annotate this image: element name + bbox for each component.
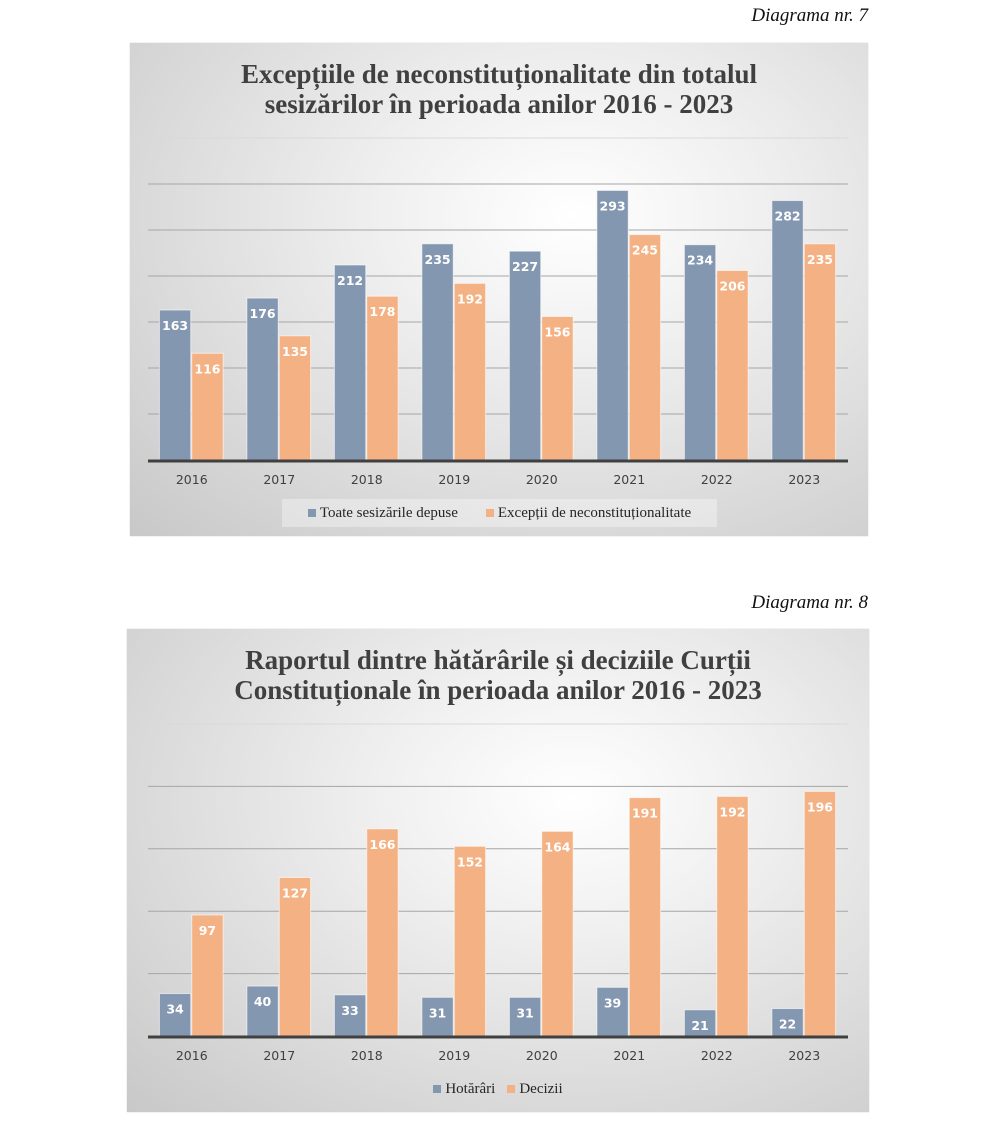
x-tick-label: 2021 [613,1048,645,1063]
x-tick-label: 2016 [176,1048,208,1063]
data-label: 156 [544,324,570,339]
x-tick-label: 2023 [788,1048,820,1063]
bar-series-2-2023 [803,243,837,461]
bar-series-1-2017 [246,985,279,1037]
data-label: 196 [807,799,833,814]
diagram-caption-7: Diagrama nr. 7 [751,5,868,26]
bar-series-2-2023 [803,790,837,1037]
data-label: 40 [254,994,272,1009]
data-label: 191 [632,806,658,821]
chart-8-title: Raportul dintre hătărârile și deciziile … [127,645,869,705]
chart-7-plot: 163 116 2016 176 135 2017 212 178 2018 235 192 2019… [148,137,848,487]
x-tick-label: 2019 [438,1048,470,1063]
x-tick-label: 2019 [438,472,470,487]
data-label: 31 [429,1005,446,1020]
data-label: 212 [337,273,363,288]
bar-series-2-2020 [541,830,574,1037]
data-label: 31 [516,1005,533,1020]
bar-series-1-2023 [771,1008,804,1037]
data-label: 97 [199,923,216,938]
bar-series-2-2021 [628,797,662,1037]
data-label: 206 [719,278,745,293]
x-tick-label: 2016 [176,472,208,487]
data-label: 21 [691,1018,708,1033]
x-tick-label: 2018 [351,472,383,487]
data-label: 293 [600,198,626,213]
x-tick-label: 2017 [263,1048,295,1063]
bar-series-1-2019 [421,996,454,1037]
bar-series-1-2018 [333,264,367,461]
data-label: 235 [807,252,833,267]
legend-label: Decizii [519,1080,563,1097]
data-label: 163 [162,318,188,333]
chart-8-title-line-2: Constituționale în perioada anilor 2016 … [234,675,762,705]
chart-7-title: Excepțiile de neconstituționalitate din … [130,59,868,119]
bar-series-2-2019 [453,845,487,1037]
legend-swatch-blue [433,1085,442,1093]
legend-label: Hotărâri [445,1080,496,1097]
legend-label: Excepții de neconstituționalitate [497,504,692,521]
chart-8-frame: Raportul dintre hătărârile și deciziile … [127,629,869,1112]
x-tick-label: 2018 [351,1048,383,1063]
legend-item-exceptii: Excepții de neconstituționalitate [485,504,692,522]
bar-series-1-2021 [596,189,629,461]
bar-series-2-2022 [716,269,749,461]
chart-8-title-line-1: Raportul dintre hătărârile și deciziile … [245,645,751,675]
legend-item-decizii: Decizii [507,1080,563,1098]
data-label: 39 [604,995,621,1010]
data-label: 135 [282,344,308,359]
data-label: 234 [687,253,713,268]
bar-series-2-2017 [278,335,312,461]
chart-7-legend: Toate sesizările depuse Excepții de neco… [282,499,717,527]
legend-swatch-blue [307,509,316,517]
x-tick-label: 2022 [701,1048,733,1063]
legend-label: Toate sesizările depuse [319,504,458,521]
data-label: 235 [425,252,451,267]
data-label: 22 [779,1017,796,1032]
x-tick-label: 2021 [613,472,645,487]
data-label: 34 [166,1002,184,1017]
data-label: 227 [512,259,538,274]
legend-swatch-orange [507,1085,516,1093]
bar-series-1-2022 [683,244,717,461]
legend-item-toate-sesizarile: Toate sesizările depuse [307,504,458,522]
legend-item-hotarari: Hotărâri [433,1081,495,1098]
bar-series-2-2018 [366,828,399,1037]
data-label: 192 [719,804,745,819]
bar-series-2-2022 [716,795,749,1037]
x-tick-label: 2022 [701,472,733,487]
bar-series-2-2017 [278,877,312,1037]
data-label: 166 [369,837,395,852]
chart-7-title-line-1: Excepțiile de neconstituționalitate din … [241,59,757,89]
data-label: 245 [632,243,658,258]
chart-8-legend: Hotărâri Decizii [127,1075,869,1103]
x-tick-label: 2020 [526,472,558,487]
diagram-caption-8: Diagrama nr. 8 [751,592,868,613]
bar-series-2-2018 [366,295,399,461]
data-label: 178 [369,304,395,319]
bar-series-2-2016 [191,914,224,1037]
data-label: 116 [194,361,220,376]
data-label: 176 [250,306,276,321]
x-tick-label: 2023 [788,472,820,487]
chart-8-plot: 34 97 2016 40 127 2017 33 166 2018 31 152 2019 31 164… [148,723,848,1063]
data-label: 282 [775,209,801,224]
data-label: 164 [544,839,570,854]
bar-series-1-2020 [508,250,542,461]
bar-series-1-2017 [246,297,279,461]
bar-series-1-2023 [771,200,804,461]
bar-series-2-2021 [628,234,662,461]
bar-series-1-2019 [421,243,454,461]
legend-swatch-orange [485,509,494,517]
data-label: 192 [457,291,483,306]
x-tick-label: 2017 [263,472,295,487]
data-label: 152 [457,854,483,869]
chart-7-frame: Excepțiile de neconstituționalitate din … [130,43,868,536]
data-label: 33 [341,1003,358,1018]
data-label: 127 [282,886,308,901]
bar-series-2-2019 [453,282,487,461]
bar-series-1-2016 [158,309,192,461]
chart-7-title-line-2: sesizărilor în perioada anilor 2016 - 20… [264,89,734,119]
x-tick-label: 2020 [526,1048,558,1063]
